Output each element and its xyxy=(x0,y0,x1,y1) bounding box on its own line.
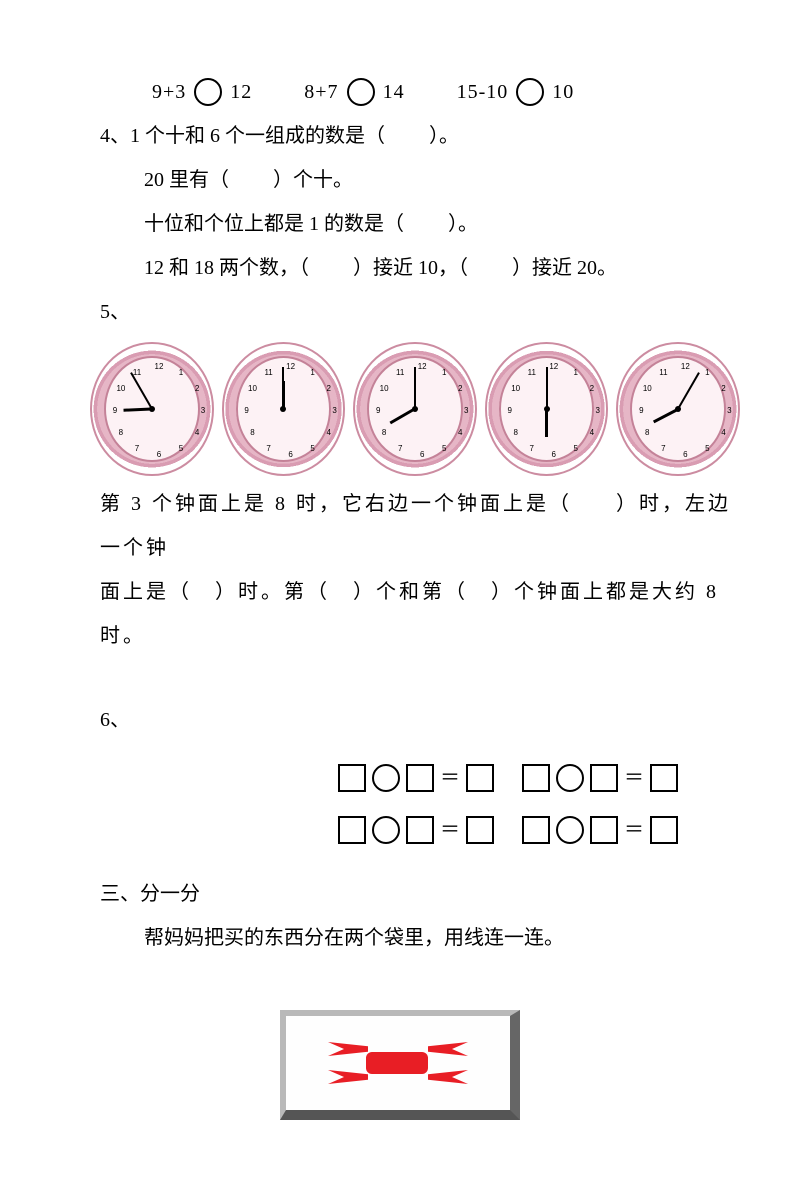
compare-1: 9+3 12 xyxy=(152,70,252,114)
circle-blank-icon[interactable] xyxy=(556,816,584,844)
blank[interactable] xyxy=(385,125,429,147)
question-5-num: 5、 xyxy=(60,290,740,334)
q5-t1a: 第 3 个钟面上是 8 时，它右边一个钟面上是（ xyxy=(100,493,572,515)
clock-icon: 123456789101112 xyxy=(485,342,609,476)
question-4: 4、1 个十和 6 个一组成的数是（ ）。 xyxy=(60,114,740,158)
question-6: 6、 xyxy=(60,698,740,742)
square-blank-icon[interactable] xyxy=(466,764,494,792)
circle-blank-icon[interactable] xyxy=(194,78,222,106)
blank[interactable] xyxy=(229,169,273,191)
clock-icon: 123456789101112 xyxy=(222,342,346,476)
sec3-desc: 帮妈妈把买的东西分在两个袋里，用线连一连。 xyxy=(144,927,564,949)
q4-l1a: 1 个十和 6 个一组成的数是（ xyxy=(130,125,385,147)
square-blank-icon[interactable] xyxy=(338,764,366,792)
q5-t2a: 面上是（ xyxy=(100,581,192,603)
cmp-right: 10 xyxy=(552,70,574,114)
cmp-right: 14 xyxy=(383,70,405,114)
eq-row-2: ＝ ＝ xyxy=(338,808,740,852)
square-blank-icon[interactable] xyxy=(466,816,494,844)
compare-2: 8+7 14 xyxy=(304,70,404,114)
q5-text-2: 面上是（ ）时。第（ ）个和第（ ）个钟面上都是大约 8 时。 xyxy=(60,570,740,658)
square-blank-icon[interactable] xyxy=(522,816,550,844)
q4-l4a: 12 和 18 两个数，（ xyxy=(144,257,309,279)
q4-l2b: ）个十。 xyxy=(273,169,353,191)
clock-icon: 123456789101112 xyxy=(353,342,477,476)
circle-blank-icon[interactable] xyxy=(372,816,400,844)
square-blank-icon[interactable] xyxy=(650,764,678,792)
equals-sign: ＝ xyxy=(624,808,644,852)
equals-sign: ＝ xyxy=(440,808,460,852)
q4-num: 4、 xyxy=(100,125,130,147)
crab-image-wrap xyxy=(60,1010,740,1120)
q5-text-1: 第 3 个钟面上是 8 时，它右边一个钟面上是（ ）时，左边一个钟 xyxy=(60,482,740,570)
blank[interactable] xyxy=(330,581,353,603)
q4-line2: 20 里有（ ）个十。 xyxy=(60,158,740,202)
compare-row: 9+3 12 8+7 14 15-10 10 xyxy=(60,70,740,114)
equals-sign: ＝ xyxy=(440,756,460,800)
blank[interactable] xyxy=(468,257,512,279)
cmp-left: 15-10 xyxy=(457,70,509,114)
q4-l2a: 20 里有（ xyxy=(144,169,229,191)
q5-t2c: ）个和第（ xyxy=(353,581,468,603)
circle-blank-icon[interactable] xyxy=(347,78,375,106)
cmp-left: 9+3 xyxy=(152,70,186,114)
eq-row-1: ＝ ＝ xyxy=(338,756,740,800)
equations: ＝ ＝ ＝ ＝ xyxy=(60,756,740,852)
q4-l1b: ）。 xyxy=(429,125,459,147)
section-3-desc: 帮妈妈把买的东西分在两个袋里，用线连一连。 xyxy=(60,916,740,960)
circle-blank-icon[interactable] xyxy=(516,78,544,106)
equation: ＝ xyxy=(522,808,678,852)
q4-l3a: 十位和个位上都是 1 的数是（ xyxy=(144,213,404,235)
circle-blank-icon[interactable] xyxy=(372,764,400,792)
square-blank-icon[interactable] xyxy=(590,764,618,792)
blank[interactable] xyxy=(404,213,448,235)
compare-3: 15-10 10 xyxy=(457,70,575,114)
q6-num: 6、 xyxy=(100,709,130,731)
q4-l3b: ）。 xyxy=(448,213,478,235)
clocks-row: 1234567891011121234567891011121234567891… xyxy=(60,342,740,476)
square-blank-icon[interactable] xyxy=(590,816,618,844)
clock-icon: 123456789101112 xyxy=(90,342,214,476)
crab-icon xyxy=(328,1038,468,1088)
blank[interactable] xyxy=(468,581,491,603)
section-3-title: 三、分一分 xyxy=(60,872,740,916)
crab-box xyxy=(280,1010,520,1120)
q5-t2b: ）时。第（ xyxy=(215,581,330,603)
square-blank-icon[interactable] xyxy=(338,816,366,844)
equals-sign: ＝ xyxy=(624,756,644,800)
square-blank-icon[interactable] xyxy=(522,764,550,792)
clock-icon: 123456789101112 xyxy=(616,342,740,476)
equation: ＝ xyxy=(522,756,678,800)
q4-line4: 12 和 18 两个数，（ ）接近 10，（ ）接近 20。 xyxy=(60,246,740,290)
q4-line3: 十位和个位上都是 1 的数是（ ）。 xyxy=(60,202,740,246)
equation: ＝ xyxy=(338,808,494,852)
blank[interactable] xyxy=(192,581,215,603)
square-blank-icon[interactable] xyxy=(406,816,434,844)
circle-blank-icon[interactable] xyxy=(556,764,584,792)
blank[interactable] xyxy=(572,493,616,515)
square-blank-icon[interactable] xyxy=(406,764,434,792)
cmp-left: 8+7 xyxy=(304,70,338,114)
square-blank-icon[interactable] xyxy=(650,816,678,844)
sec3-title: 三、分一分 xyxy=(100,883,200,905)
q4-l4b: ）接近 10，（ xyxy=(353,257,468,279)
q4-l4c: ）接近 20。 xyxy=(512,257,617,279)
q5-num: 5、 xyxy=(100,301,130,323)
cmp-right: 12 xyxy=(230,70,252,114)
equation: ＝ xyxy=(338,756,494,800)
blank[interactable] xyxy=(309,257,353,279)
